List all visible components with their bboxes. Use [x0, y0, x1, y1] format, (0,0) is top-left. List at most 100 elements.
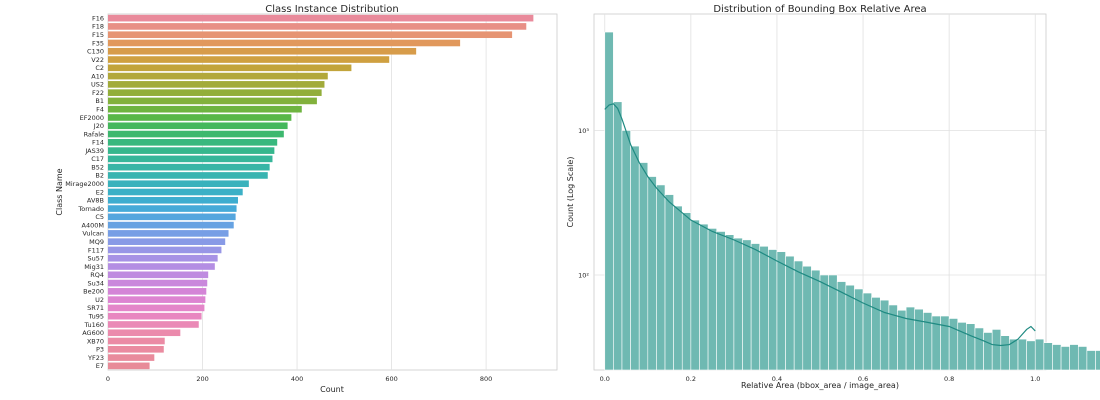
y-tick-label-f117: F117 — [88, 246, 104, 254]
y-tick-label-f16: F16 — [92, 14, 104, 22]
histogram-bin — [768, 249, 778, 371]
histogram-bin — [923, 312, 933, 371]
bar-sr71 — [108, 304, 205, 312]
histogram-bin — [742, 239, 752, 371]
histogram-bin — [983, 332, 993, 371]
left-chart-title: Class Instance Distribution — [265, 4, 399, 15]
histogram-bin — [1043, 342, 1053, 371]
bar-a10 — [108, 72, 328, 80]
histogram-bin — [613, 101, 623, 371]
histogram-bin — [759, 245, 769, 371]
left-y-axis-label: Class Name — [55, 168, 64, 215]
histogram-bin — [699, 223, 709, 371]
bar-mig31 — [108, 263, 215, 270]
bar-su34 — [108, 279, 208, 287]
bar-f22 — [108, 89, 322, 96]
bar-mq9 — [108, 238, 226, 245]
y-tick-label-b1: B1 — [95, 97, 104, 105]
bar-e2 — [108, 188, 243, 196]
y-tick-label-mq9: MQ9 — [89, 238, 104, 246]
histogram-bin — [621, 130, 631, 371]
bar-c17 — [108, 155, 273, 163]
histogram-bin — [716, 231, 726, 371]
y-tick-label-c2: C2 — [95, 64, 104, 72]
bar-ef2000 — [108, 114, 292, 121]
y-tick-label-xb70: XB70 — [87, 337, 104, 345]
bar-f117 — [108, 246, 222, 254]
histogram-bin — [905, 306, 916, 371]
histogram-bin — [948, 318, 959, 371]
left-x-tick-label: 0 — [106, 375, 110, 383]
left-x-tick-label: 800 — [480, 375, 492, 383]
histogram-bin — [1060, 346, 1070, 371]
histogram-bin — [681, 212, 692, 371]
bar-b1 — [108, 97, 317, 105]
y-tick-label-f15: F15 — [92, 31, 104, 39]
histogram-bin — [707, 228, 717, 371]
bar-tu160 — [108, 321, 199, 328]
left-x-tick-label: 600 — [385, 375, 397, 383]
y-tick-label-vulcan: Vulcan — [82, 230, 104, 238]
histogram-bin — [604, 31, 614, 371]
bar-e7 — [108, 362, 150, 370]
y-tick-label-ef2000: EF2000 — [80, 114, 104, 122]
left-x-tick-label: 200 — [196, 375, 208, 383]
right-chart-title: Distribution of Bounding Box Relative Ar… — [713, 4, 926, 15]
bar-rq4 — [108, 271, 209, 279]
bar-j20 — [108, 122, 288, 130]
histogram-bin — [1026, 340, 1036, 371]
bar-f4 — [108, 105, 302, 113]
y-tick-label-be200: Be200 — [83, 288, 104, 296]
y-tick-label-su34: Su34 — [87, 279, 104, 287]
histogram-bin — [1017, 338, 1027, 371]
histogram-bin — [1034, 338, 1045, 371]
y-tick-label-v22: V22 — [91, 56, 104, 64]
bar-b2 — [108, 172, 268, 179]
bar-av8b — [108, 196, 238, 204]
histogram-bin — [819, 274, 829, 371]
histogram-bin — [1095, 350, 1100, 371]
histogram-bin — [724, 234, 735, 371]
histogram-bin — [638, 162, 649, 371]
left-y-tick-labels: F16F18F15F35C130V22C2A10US2F22B1F4EF2000… — [65, 14, 104, 370]
bar-tornado — [108, 205, 237, 212]
y-tick-label-b2: B2 — [95, 172, 104, 180]
y-tick-label-f14: F14 — [92, 139, 104, 147]
bar-jas39 — [108, 147, 275, 154]
y-tick-label-av8b: AV8B — [87, 197, 104, 205]
bar-be200 — [108, 288, 207, 295]
bar-u2 — [108, 296, 206, 303]
y-tick-label-f18: F18 — [92, 23, 104, 31]
y-tick-label-p3: P3 — [96, 346, 104, 354]
right-x-tick-label: 1.0 — [1030, 375, 1040, 383]
right-y-tick-labels: 10² 10³ — [578, 127, 589, 279]
histogram-bin — [1077, 346, 1088, 371]
y-tick-label-c17: C17 — [91, 155, 104, 163]
histogram-bin — [1086, 350, 1096, 371]
bar-xb70 — [108, 337, 165, 345]
bar-f15 — [108, 31, 513, 39]
histogram-bin — [733, 237, 743, 371]
histogram-bin — [664, 194, 674, 371]
left-x-tick-label: 400 — [291, 375, 303, 383]
bar-f18 — [108, 23, 527, 30]
histogram-bin — [957, 322, 967, 371]
histogram-bin — [750, 243, 761, 371]
histogram-bin — [966, 323, 976, 371]
histogram-bin — [1000, 335, 1010, 371]
left-x-axis-label: Count — [320, 385, 344, 394]
bar-b52 — [108, 163, 270, 171]
bar-us2 — [108, 81, 325, 88]
bar-ag600 — [108, 329, 181, 337]
bar-f14 — [108, 139, 278, 146]
y-tick-label-mirage2000: Mirage2000 — [65, 180, 104, 188]
y-tick-label-jas39: JAS39 — [84, 147, 104, 155]
y-tick-label-mig31: Mig31 — [84, 263, 104, 271]
histogram-bin — [630, 145, 640, 371]
histogram-bin — [656, 184, 666, 371]
y-tick-label-tu95: Tu95 — [88, 312, 104, 320]
right-x-tick-label: 0.0 — [600, 375, 610, 383]
y-tick-label-b52: B52 — [91, 163, 104, 171]
bar-su57 — [108, 254, 218, 262]
bar-p3 — [108, 345, 164, 353]
